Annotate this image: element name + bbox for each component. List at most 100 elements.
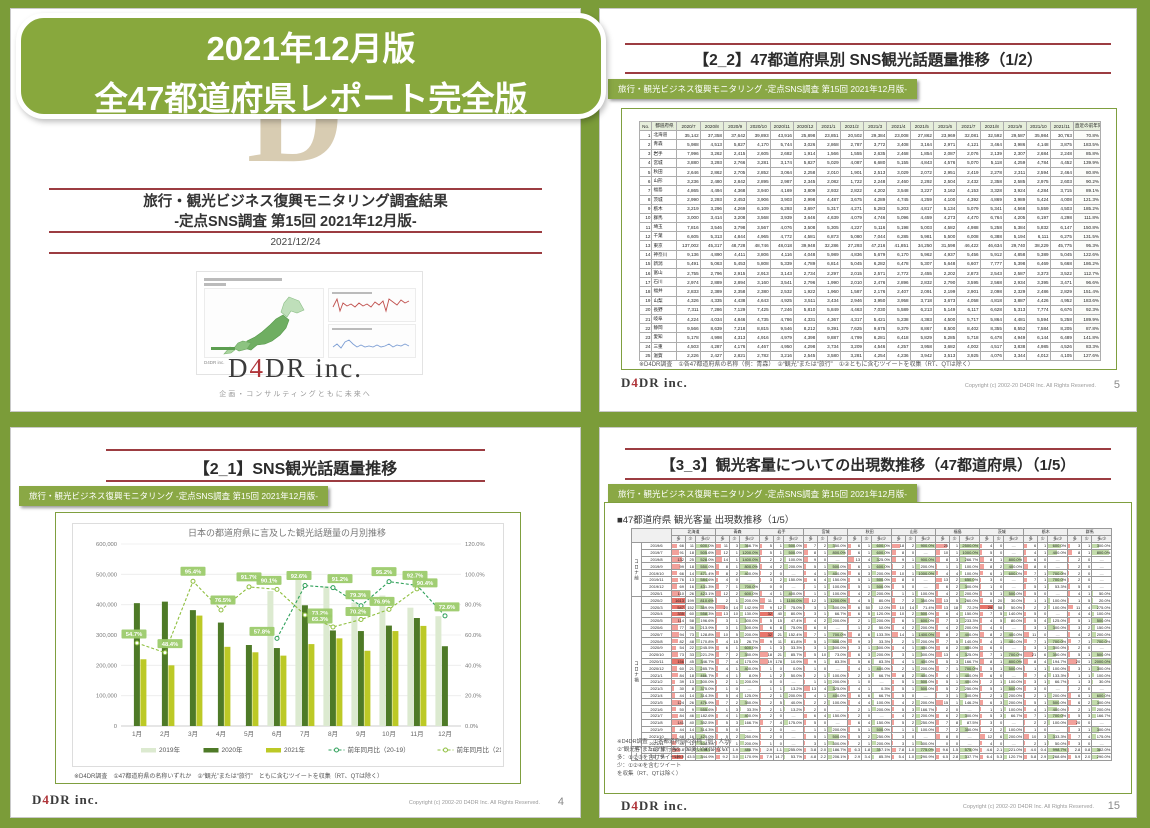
table-row: 2020/11 156 45 346.7% 7 4 175.0% 19 178 10.9% 9 1 83… [632, 657, 1113, 666]
few-cell: 0 [949, 732, 961, 741]
few-cell: 0.4 [1037, 745, 1049, 754]
slide-chart[interactable]: 【2_1】SNS観光話題量推移 旅行・観光ビジネス復興モニタリング -定点SNS… [10, 427, 581, 818]
ratio-cell: — [1003, 575, 1025, 584]
many-cell: 4 [935, 623, 951, 632]
few-cell: 1 [1037, 664, 1049, 673]
many-cell: 6 [979, 596, 995, 605]
few-cell: 13 [685, 575, 696, 584]
few-cell: 5 [993, 616, 1005, 625]
ratio-cell: 700.0% [959, 664, 981, 673]
many-cell: 4 [847, 684, 863, 693]
many-cell: 2 [1067, 569, 1083, 577]
ratio-cell: 325.0% [871, 555, 893, 564]
table-row: 2019/11 76 13 584.6% 4 0—3 2 150.0% 6 4 150.0% 5 1 50… [632, 575, 1113, 584]
many-cell: 7 [935, 725, 951, 734]
ratio-cell: 0.3% [871, 684, 893, 693]
few-cell: 1 [817, 562, 829, 571]
few-cell: 3.4 [861, 752, 873, 761]
ratio-cell: 33.3% [783, 643, 805, 652]
ratio-cell: 400.0% [915, 657, 937, 666]
ratio-cell: 775.0% [915, 745, 937, 754]
monthly-volume-chart: 日本の都道府県に言及した観光話題量の月別推移 0 0.0% 100,000 20.0% 2… [96, 527, 519, 754]
many-cell: 11 [1067, 603, 1083, 611]
few-cell: 1 [861, 664, 873, 673]
ratio-cell: 700.0% [827, 630, 849, 639]
ratio-cell: 600.0% [738, 643, 761, 652]
slide-pref-table[interactable]: 【2_2】47都道府県別 SNS観光話題量推移（1/2） 旅行・観光ビジネス復興… [599, 8, 1137, 412]
few-cell: 0.8 [1081, 745, 1093, 754]
ratio-cell: 233.3% [959, 616, 981, 625]
ratio-cell: 250.0% [959, 684, 981, 693]
few-cell: 4 [729, 657, 740, 666]
many-cell: 5 [979, 589, 995, 598]
many-cell: 8 [935, 732, 951, 741]
many-cell: 18 [891, 542, 907, 550]
ratio-cell: 810.6% [695, 596, 716, 605]
ratio-cell: 100.0% [1003, 677, 1025, 686]
footnote: ※D4DR調査 ①47都道府県の名称いずれか ②“観光”または“旅行” ともに含… [74, 774, 384, 780]
many-cell: 5 [803, 637, 819, 645]
many-cell: 4 [803, 691, 819, 700]
few-cell: 1 [817, 637, 829, 645]
ratio-cell: 182.6% [695, 711, 716, 720]
slide-occurrence-table[interactable]: 【3_3】観光客量についての出現数推移（47都道府県）（1/5） 旅行・観光ビジ… [599, 427, 1137, 818]
ratio-cell: 558.3% [695, 609, 716, 618]
many-cell: 3 [891, 650, 907, 659]
few-cell: 1 [817, 596, 829, 605]
ratio-cell: — [915, 575, 937, 584]
ratio-cell: 206.1% [827, 752, 849, 761]
ratio-cell: 30.0% [1091, 677, 1113, 686]
few-cell: 1 [817, 739, 829, 747]
ratio-cell: 290.0% [1091, 752, 1113, 761]
ratio-cell: — [915, 732, 937, 741]
many-cell: 124 [671, 698, 686, 707]
few-cell: 1 [1037, 691, 1049, 700]
many-cell: 66 [671, 569, 686, 577]
many-cell: 5 [715, 725, 730, 734]
many-cell: 1 [1023, 725, 1039, 734]
svg-text:48.4%: 48.4% [162, 642, 178, 648]
ratio-cell: 300.0% [959, 582, 981, 591]
few-cell: 1 [1081, 705, 1093, 713]
ratio-cell: 170.9% [738, 752, 761, 761]
few-cell: 14 [905, 603, 917, 611]
ratio-cell: 75.0% [783, 603, 805, 611]
many-cell: 5 [759, 616, 775, 625]
ratio-cell: — [1003, 643, 1025, 652]
many-cell: 4 [847, 698, 863, 707]
few-cell: 2 [1081, 630, 1093, 639]
many-cell: 2 [891, 562, 907, 571]
ratio-cell: 500.0% [1091, 650, 1113, 659]
thumb-line-chart-blue [328, 324, 416, 358]
table-row: 8 茨城 2,990 2,293 2,453 3,906 3,903 2,998 4,487 3,… [638, 194, 1102, 205]
pref-header: 北海道 [671, 528, 716, 536]
table-row: 2020/9 54 22 245.5% 6 1 600.0% 1 3 33.3% 3 1 300.0% 3… [632, 643, 1113, 652]
many-cell: 6 [847, 542, 863, 550]
few-cell: 1 [905, 637, 917, 645]
many-cell: 1 [759, 739, 775, 747]
many-cell: 1 [1023, 596, 1039, 605]
month-label: 2020/10 [641, 650, 672, 659]
few-cell: 1 [729, 664, 740, 673]
ratio-cell: — [1047, 725, 1069, 734]
ratio-cell: 87.5% [959, 718, 981, 727]
ratio-cell: 375.0% [695, 684, 716, 693]
few-cell: 1.8 [861, 745, 873, 754]
many-cell: 5.4 [891, 752, 907, 761]
many-cell: 11 [715, 542, 730, 550]
svg-text:100,000: 100,000 [96, 694, 117, 700]
month-label: 2019/7 [641, 548, 672, 557]
banner-line2: 全47都道府県レポート完全版 [94, 80, 528, 118]
few-cell: 1 [1037, 739, 1049, 747]
ratio-cell: 250.0% [738, 732, 761, 741]
month-label: 2020/6 [641, 623, 672, 632]
many-cell: 10 [935, 548, 951, 557]
ratio-cell: 255.0% [783, 745, 805, 754]
col-header: 2021/4 [886, 120, 911, 132]
few-cell: 21 [773, 650, 785, 659]
ratio-cell: 471.4% [695, 569, 716, 577]
pref-header: 秋田 [847, 528, 893, 536]
few-cell: 1 [1037, 711, 1049, 720]
few-cell: 2 [949, 575, 961, 584]
table-row: 3 岩手 7,996 3,262 2,415 2,605 2,682 1,914 1,566 1,… [638, 148, 1102, 159]
